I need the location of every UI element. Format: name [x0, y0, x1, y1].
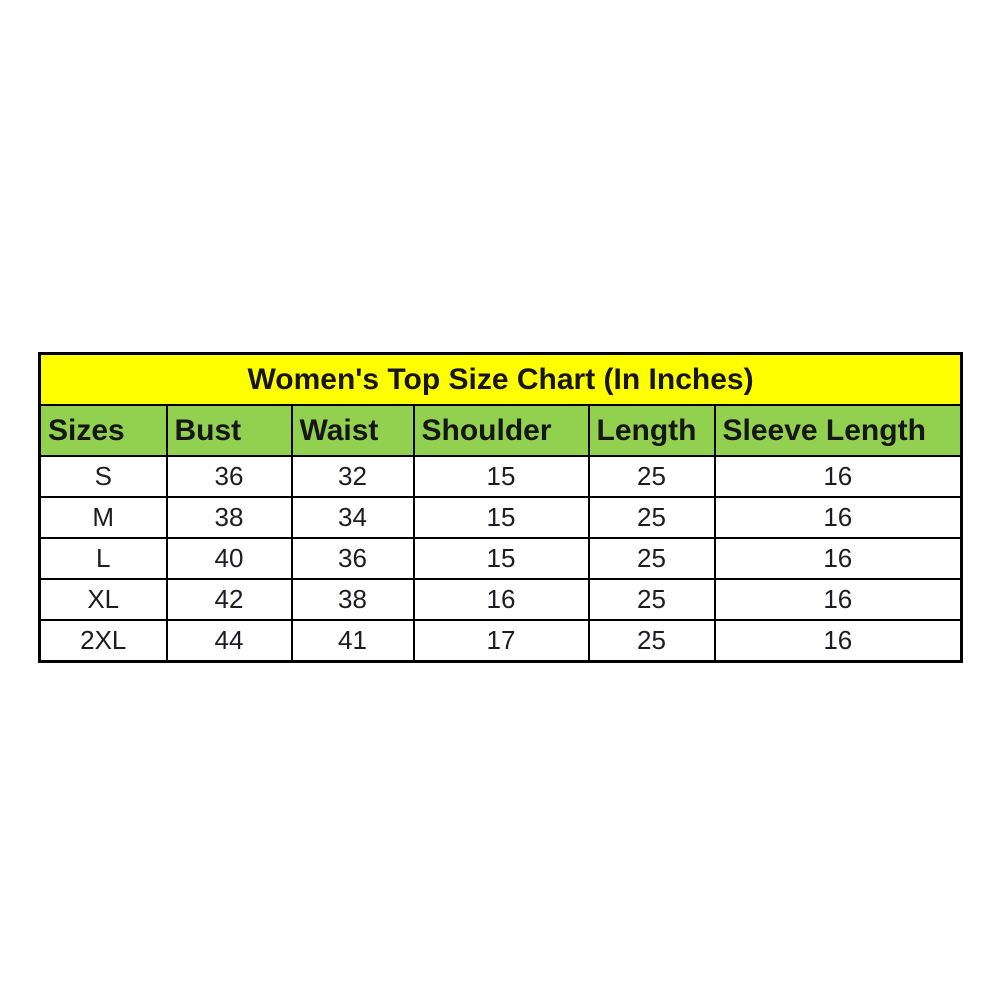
table-row: M 38 34 15 25 16 — [38, 496, 963, 539]
table-body: S 36 32 15 25 16 M 38 34 15 25 16 L 40 36 15 25 16 XL 42 38 1… — [38, 455, 963, 663]
column-header-sleeve-length: Sleeve Length — [713, 404, 963, 457]
measurement-value-cell: 25 — [587, 537, 716, 580]
measurement-value-cell: 44 — [165, 619, 293, 663]
measurement-value-cell: 34 — [290, 496, 415, 539]
size-label-cell: XL — [38, 578, 168, 621]
measurement-value-cell: 36 — [165, 455, 293, 498]
size-label-cell: L — [38, 537, 168, 580]
measurement-value-cell: 17 — [412, 619, 590, 663]
size-label-cell: S — [38, 455, 168, 498]
measurement-value-cell: 15 — [412, 496, 590, 539]
column-header-shoulder: Shoulder — [412, 404, 590, 457]
column-header-bust: Bust — [165, 404, 293, 457]
measurement-value-cell: 15 — [412, 455, 590, 498]
measurement-value-cell: 25 — [587, 496, 716, 539]
measurement-value-cell: 38 — [290, 578, 415, 621]
chart-title: Women's Top Size Chart (In Inches) — [38, 352, 963, 406]
measurement-value-cell: 25 — [587, 455, 716, 498]
measurement-value-cell: 25 — [587, 619, 716, 663]
table-row: S 36 32 15 25 16 — [38, 455, 963, 498]
measurement-value-cell: 41 — [290, 619, 415, 663]
measurement-value-cell: 38 — [165, 496, 293, 539]
measurement-value-cell: 16 — [713, 578, 963, 621]
size-label-cell: M — [38, 496, 168, 539]
column-header-length: Length — [587, 404, 716, 457]
measurement-value-cell: 40 — [165, 537, 293, 580]
measurement-value-cell: 25 — [587, 578, 716, 621]
measurement-value-cell: 16 — [713, 496, 963, 539]
size-label-cell: 2XL — [38, 619, 168, 663]
column-header-sizes: Sizes — [38, 404, 168, 457]
size-chart-table: Women's Top Size Chart (In Inches) Sizes… — [38, 352, 964, 663]
measurement-value-cell: 16 — [713, 455, 963, 498]
measurement-value-cell: 32 — [290, 455, 415, 498]
measurement-value-cell: 16 — [713, 619, 963, 663]
measurement-value-cell: 36 — [290, 537, 415, 580]
title-row: Women's Top Size Chart (In Inches) — [38, 352, 963, 406]
measurement-value-cell: 16 — [713, 537, 963, 580]
table-row: XL 42 38 16 25 16 — [38, 578, 963, 621]
measurement-value-cell: 15 — [412, 537, 590, 580]
table-row: L 40 36 15 25 16 — [38, 537, 963, 580]
header-row: Sizes Bust Waist Shoulder Length Sleeve Lengt… — [38, 404, 963, 457]
measurement-value-cell: 16 — [412, 578, 590, 621]
column-header-waist: Waist — [290, 404, 415, 457]
measurement-value-cell: 42 — [165, 578, 293, 621]
table-row: 2XL 44 41 17 25 16 — [38, 619, 963, 663]
